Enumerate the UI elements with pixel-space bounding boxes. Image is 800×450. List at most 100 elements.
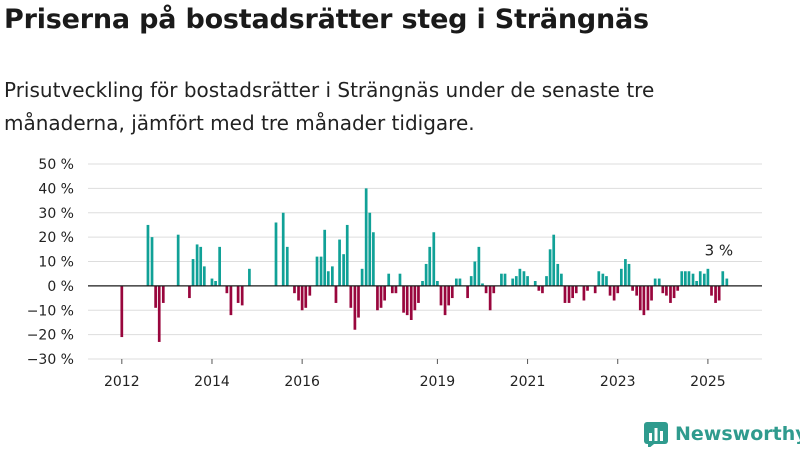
y-tick-label: 30 %	[38, 206, 74, 222]
bar	[484, 285, 488, 294]
bar	[398, 273, 402, 286]
y-axis-labels: −30 % −20 % −10 % 0 % 10 % 20 % 30 % 40 % 50 %	[27, 157, 74, 368]
bar	[357, 285, 360, 318]
brand-name: Newsworthy	[675, 423, 800, 445]
bar	[326, 271, 330, 286]
bar	[545, 276, 548, 286]
bar	[195, 244, 199, 286]
newsworthy-logo-icon	[644, 422, 668, 447]
bar	[627, 263, 631, 286]
bar	[563, 285, 567, 303]
y-tick-label: 40 %	[38, 181, 74, 197]
bar	[473, 261, 477, 286]
bar	[281, 212, 285, 286]
bar	[394, 285, 398, 294]
bar	[218, 246, 221, 286]
bar	[541, 285, 544, 294]
bar	[725, 278, 729, 286]
bar	[458, 278, 462, 286]
bar	[161, 285, 165, 303]
bar	[432, 232, 436, 286]
bar	[274, 222, 278, 286]
bar	[120, 285, 124, 338]
bar	[308, 285, 312, 296]
bar	[390, 285, 394, 294]
bar	[710, 285, 713, 296]
bar	[624, 259, 627, 286]
bar	[331, 266, 334, 286]
bar	[646, 285, 650, 311]
bar	[436, 281, 439, 286]
y-tick-label: 0 %	[47, 279, 74, 295]
bar	[593, 285, 597, 294]
bar	[466, 285, 469, 299]
bar	[571, 285, 575, 299]
bar	[338, 239, 341, 286]
x-tick-label: 2025	[690, 374, 726, 390]
bar	[439, 285, 443, 306]
x-tick-label: 2014	[194, 374, 230, 390]
bar	[717, 285, 721, 301]
bar	[176, 234, 180, 286]
bar	[619, 268, 623, 286]
bar	[376, 285, 379, 311]
bar	[349, 285, 353, 308]
bar	[188, 285, 191, 299]
bar	[608, 285, 612, 296]
bar	[567, 285, 571, 303]
bar	[601, 273, 605, 286]
bar	[225, 285, 229, 294]
bar	[665, 285, 668, 296]
bar	[556, 263, 560, 286]
bar	[199, 246, 203, 286]
bar	[387, 273, 391, 286]
bar	[503, 273, 507, 286]
bar	[582, 285, 586, 301]
bar	[210, 278, 214, 286]
bar	[229, 285, 233, 316]
bar	[635, 285, 639, 296]
bar	[364, 188, 368, 286]
data-label: 3 %	[705, 242, 734, 260]
bar	[691, 273, 695, 286]
bar	[300, 285, 304, 311]
bar	[616, 285, 620, 294]
y-tick-label: −10 %	[27, 303, 74, 319]
bar	[702, 273, 706, 286]
bar	[424, 263, 428, 286]
bar	[676, 285, 680, 291]
chart-subtitle: Prisutveckling för bostadsrätter i Strän…	[4, 78, 655, 135]
y-tick-label: 50 %	[38, 157, 74, 173]
grid-lines	[88, 163, 762, 360]
bars	[120, 188, 729, 342]
bar	[360, 268, 364, 286]
y-tick-label: −30 %	[27, 352, 74, 368]
bar	[680, 271, 684, 286]
bar	[560, 273, 563, 286]
annotations: 3 %	[705, 242, 734, 260]
x-tick-label: 2016	[284, 374, 320, 390]
bar	[409, 285, 413, 320]
bar	[402, 285, 405, 313]
x-tick-label: 2021	[510, 374, 546, 390]
bar	[488, 285, 492, 311]
bar	[285, 246, 289, 286]
brand-logo: Newsworthy	[643, 420, 800, 448]
bar	[202, 266, 206, 286]
x-tick-label: 2023	[600, 374, 636, 390]
page-title: Priserna på bostadsrätter steg i Strängn…	[4, 4, 649, 35]
bar	[154, 285, 157, 308]
bar	[638, 285, 642, 311]
bar	[687, 271, 691, 286]
bar	[368, 212, 372, 286]
bar	[447, 285, 451, 306]
bar	[469, 276, 473, 286]
bar	[428, 246, 432, 286]
bar	[146, 224, 150, 286]
bar	[214, 281, 217, 286]
bar	[157, 285, 161, 342]
bar	[421, 281, 424, 286]
bar	[642, 285, 646, 316]
y-tick-label: −20 %	[27, 328, 74, 344]
